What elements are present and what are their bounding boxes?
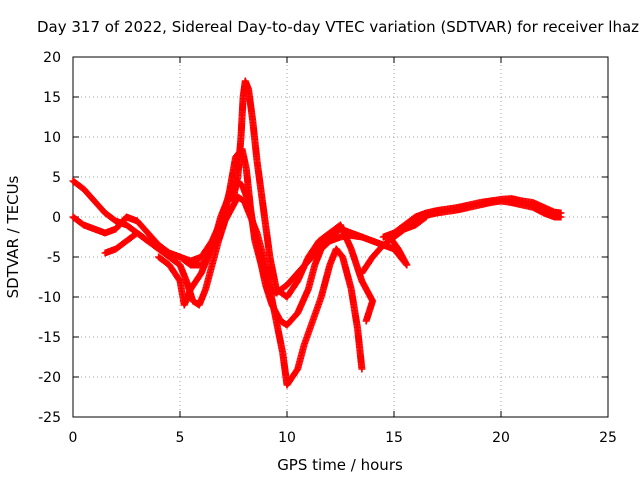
x-tick-label: 10 <box>278 430 296 446</box>
y-axis-label: SDTVAR / TECUs <box>4 175 22 298</box>
data-series <box>69 77 565 389</box>
y-tick-label: 5 <box>52 170 61 186</box>
series-arc-3 <box>101 193 366 389</box>
x-axis-label: GPS time / hours <box>277 456 403 474</box>
data-point <box>358 365 366 373</box>
x-axis: 0 5 10 15 20 25 <box>69 57 617 446</box>
y-tick-label: 20 <box>43 50 61 66</box>
data-point <box>557 209 565 217</box>
chart-title: Day 317 of 2022, Sidereal Day-to-day VTE… <box>37 18 639 36</box>
data-point <box>421 214 429 222</box>
x-tick-label: 15 <box>385 430 403 446</box>
y-tick-label: -20 <box>38 370 61 386</box>
y-tick-label: -5 <box>47 250 61 266</box>
series-arc-4 <box>155 77 377 325</box>
y-tick-label: -10 <box>38 290 61 306</box>
x-tick-label: 20 <box>492 430 510 446</box>
series-arc-7 <box>369 213 430 269</box>
data-point <box>422 213 430 221</box>
x-tick-label: 25 <box>599 430 617 446</box>
y-tick-label: 0 <box>52 210 61 226</box>
plot-frame <box>72 56 609 418</box>
y-axis: -25 -20 -15 -10 -5 0 5 10 15 20 <box>38 50 608 426</box>
y-tick-label: -15 <box>38 330 61 346</box>
x-tick-label: 0 <box>69 430 78 446</box>
data-point <box>358 233 366 241</box>
y-tick-label: -25 <box>38 410 61 426</box>
y-tick-label: 10 <box>43 130 61 146</box>
y-tick-label: 15 <box>43 90 61 106</box>
x-tick-label: 5 <box>176 430 185 446</box>
data-point <box>362 317 370 325</box>
